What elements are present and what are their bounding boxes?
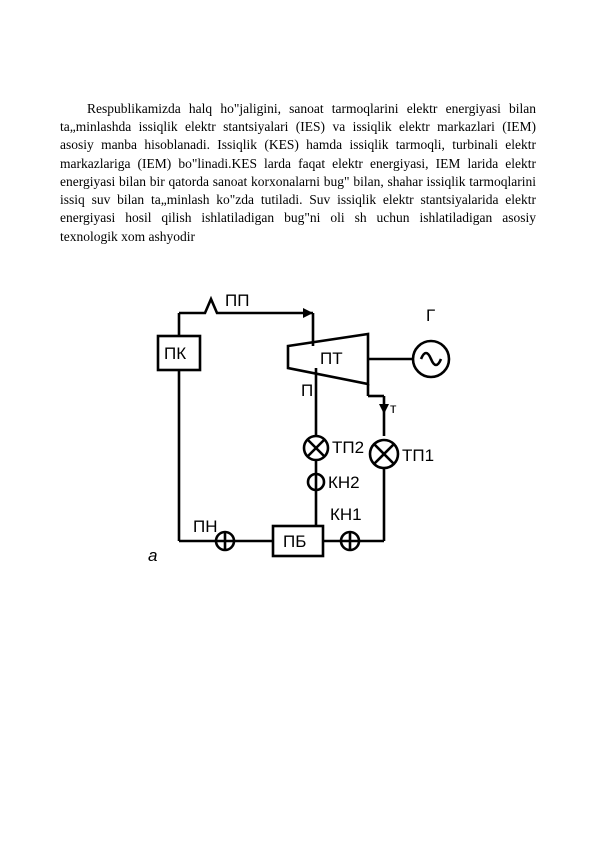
diagram-labels: ПК ПП ПТ Г П т ТП2 ТП1 КН2 КН1 ПН ПБ a <box>148 291 435 565</box>
label-a: a <box>148 546 157 565</box>
generator <box>413 341 449 377</box>
label-g: Г <box>426 306 435 325</box>
label-tp2: ТП2 <box>332 438 364 457</box>
arrow-top <box>303 308 313 318</box>
label-pk: ПК <box>164 344 186 363</box>
body-paragraph: Respublikamizda halq ho"jaligini, sanoat… <box>60 100 536 246</box>
label-p: П <box>301 381 313 400</box>
label-kh2: КН2 <box>328 473 360 492</box>
label-pp: ПП <box>225 291 249 310</box>
schematic-diagram: ПК ПП ПТ Г П т ТП2 ТП1 КН2 КН1 ПН ПБ a <box>128 276 468 586</box>
arrow-t <box>379 404 389 414</box>
label-tp1: ТП1 <box>402 446 434 465</box>
label-t: т <box>390 400 397 416</box>
tp2-valve <box>304 436 328 460</box>
label-pt: ПТ <box>320 349 343 368</box>
label-kh1: КН1 <box>330 505 362 524</box>
label-pn: ПН <box>193 517 218 536</box>
kh2-pump <box>308 474 324 490</box>
label-pb: ПБ <box>283 532 306 551</box>
tp1-valve <box>370 440 398 468</box>
